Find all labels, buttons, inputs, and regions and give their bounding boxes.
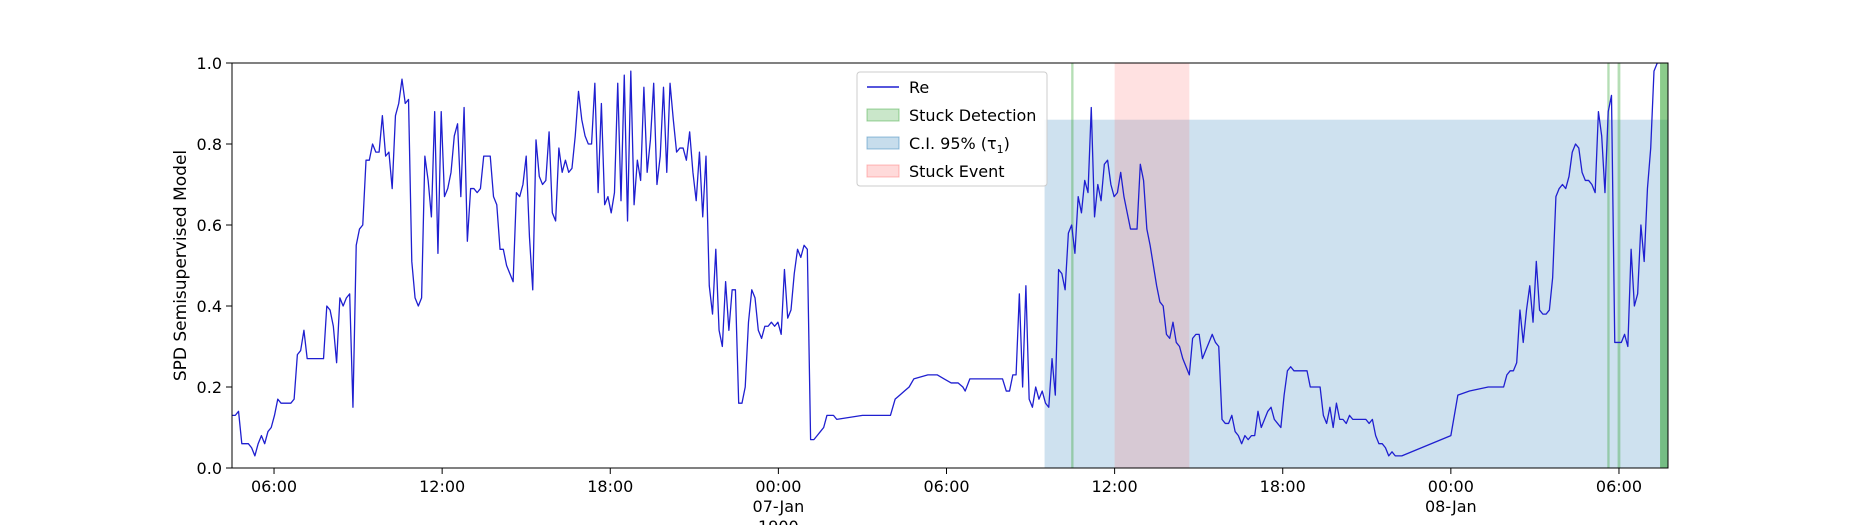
plot-area: 0.00.20.40.60.81.006:00 12:00 18:00 00:0007… [197,54,1669,525]
stuck-detection-band [1660,63,1668,468]
legend-swatch-stuck_event [866,164,900,178]
y-tick-label: 0.6 [197,216,222,235]
legend-label-ci: C.I. 95% (τ1) [909,134,1010,156]
x-tick-label: 00:00 [755,477,801,496]
x-tick-sublabel: 08-Jan [1425,497,1477,516]
legend-label-stuck_detection: Stuck Detection [909,106,1036,125]
x-tick-sublabel: 07-Jan [753,497,805,516]
x-tick-label: 12:00 [419,477,465,496]
y-tick-label: 0.2 [197,378,222,397]
y-tick-label: 0.4 [197,297,222,316]
y-tick-label: 0.0 [197,459,222,478]
stuck-detection-band [1617,63,1621,468]
y-tick-label: 0.8 [197,135,222,154]
stuck-detection-band [1607,63,1610,468]
legend-swatch-ci [866,136,900,150]
x-tick-label: 00:00 [1428,477,1474,496]
x-tick-label: 18:00 [1260,477,1306,496]
x-tick-sublabel: 1900 [758,517,799,525]
y-tick-label: 1.0 [197,54,222,73]
stuck-detection-band [1071,63,1074,468]
x-tick-label: 18:00 [587,477,633,496]
x-tick-label: 12:00 [1092,477,1138,496]
stuck-event-band [1114,63,1190,468]
x-tick-label: 06:00 [251,477,297,496]
legend-swatch-stuck_detection [866,108,900,122]
legend-box [856,71,1048,187]
legend-subscript: 1 [997,143,1004,156]
ci-band [1044,119,1668,468]
x-tick-label: 06:00 [1596,477,1642,496]
legend-label-re: Re [909,78,929,97]
y-axis-label: SPD Semisupervised Model [171,150,191,381]
axes-frame [231,62,1669,469]
series-line-re [232,63,1661,457]
legend-label-stuck_event: Stuck Event [909,162,1005,181]
x-tick-label: 06:00 [923,477,969,496]
legend-suffix: ) [1004,134,1010,153]
